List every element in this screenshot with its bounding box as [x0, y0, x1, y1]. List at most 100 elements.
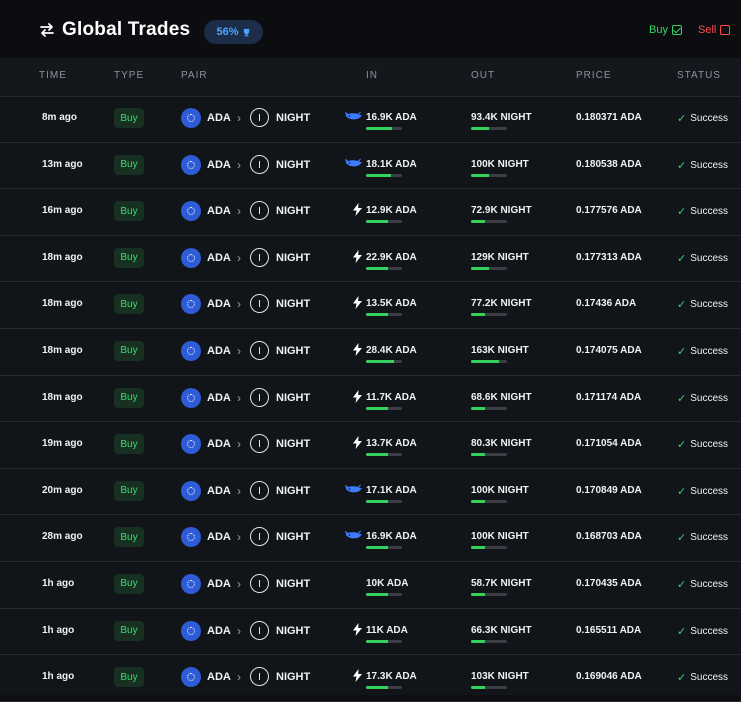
- table-row[interactable]: 18m ago Buy ADA › NIGHT 28.4K ADA 163K NIGHT 0.…: [0, 329, 741, 376]
- col-type[interactable]: TYPE: [114, 70, 145, 81]
- table-row[interactable]: 20m ago Buy ADA › NIGHT 17.1K ADA 100K NIGHT 0.…: [0, 469, 741, 516]
- in-amount: 17.3K ADA: [366, 671, 417, 683]
- col-out[interactable]: OUT: [471, 70, 496, 81]
- in-volume-bar: [366, 406, 402, 410]
- pair-quote[interactable]: NIGHT: [276, 205, 311, 218]
- pair-base[interactable]: ADA: [207, 438, 231, 451]
- chevron-right-icon: ›: [237, 111, 241, 125]
- pair-base[interactable]: ADA: [207, 624, 231, 637]
- out-volume-fill: [471, 313, 485, 317]
- title-group: Global Trades: [38, 19, 190, 41]
- in-volume-bar: [366, 313, 402, 317]
- col-time[interactable]: TIME: [39, 70, 67, 81]
- out-volume-bar: [471, 592, 507, 596]
- pair-quote[interactable]: NIGHT: [276, 624, 311, 637]
- table-row[interactable]: 18m ago Buy ADA › NIGHT 22.9K ADA 129K NIGHT 0.…: [0, 236, 741, 283]
- swap-arrows-icon: [40, 23, 54, 37]
- pair-base[interactable]: ADA: [207, 484, 231, 497]
- status: ✓ Success: [677, 392, 728, 405]
- night-coin-icon: [250, 667, 269, 687]
- col-in[interactable]: IN: [366, 70, 378, 81]
- col-pair[interactable]: PAIR: [181, 70, 208, 81]
- type-badge: Buy: [114, 340, 144, 361]
- pair-quote[interactable]: NIGHT: [276, 671, 311, 684]
- type-badge: Buy: [114, 434, 144, 455]
- bolt-icon: [353, 389, 362, 403]
- status: ✓ Success: [677, 112, 728, 125]
- night-coin-icon: [250, 573, 269, 593]
- table-row[interactable]: 18m ago Buy ADA › NIGHT 11.7K ADA 68.6K NIGHT 0…: [0, 376, 741, 423]
- pair-quote[interactable]: NIGHT: [276, 391, 311, 404]
- pair-base[interactable]: ADA: [207, 577, 231, 590]
- table-header: TIME TYPE PAIR IN OUT PRICE STATUS: [0, 58, 741, 97]
- status: ✓ Success: [677, 205, 728, 218]
- pair-quote[interactable]: NIGHT: [276, 344, 311, 357]
- trade-time: 16m ago: [42, 205, 83, 217]
- table-row[interactable]: 13m ago Buy ADA › NIGHT 18.1K ADA 100K NIGHT 0.…: [0, 143, 741, 190]
- bolt-icon: [353, 622, 362, 636]
- in-volume-bar: [366, 546, 402, 550]
- pair-quote[interactable]: NIGHT: [276, 438, 311, 451]
- in-volume-fill: [366, 127, 392, 130]
- buy-checkbox[interactable]: [671, 25, 682, 35]
- out-volume-fill: [471, 220, 485, 224]
- night-coin-icon: [250, 294, 269, 314]
- in-volume-fill: [366, 220, 389, 224]
- pair-base[interactable]: ADA: [207, 158, 231, 171]
- panel-header: Global Trades 56% Buy Sell: [0, 0, 741, 58]
- pair-base[interactable]: ADA: [207, 531, 231, 544]
- pair-base[interactable]: ADA: [207, 205, 231, 218]
- percent-badge[interactable]: 56%: [204, 20, 263, 44]
- out-volume-bar: [471, 266, 507, 270]
- whale-icon: [345, 530, 362, 539]
- in-volume-fill: [366, 313, 389, 317]
- table-row[interactable]: 8m ago Buy ADA › NIGHT 16.9K ADA 93.4K NIGHT 0.…: [0, 96, 741, 143]
- table-row[interactable]: 16m ago Buy ADA › NIGHT 12.9K ADA 72.9K NIGHT 0…: [0, 189, 741, 236]
- trade-price: 0.177576 ADA: [576, 205, 642, 217]
- in-amount: 17.1K ADA: [366, 484, 417, 496]
- in-amount: 11.7K ADA: [366, 391, 417, 403]
- out-volume-bar: [471, 686, 507, 690]
- pair-quote[interactable]: NIGHT: [276, 298, 311, 311]
- pair-base[interactable]: ADA: [207, 344, 231, 357]
- trade-price: 0.17436 ADA: [576, 298, 637, 310]
- table-row[interactable]: 28m ago Buy ADA › NIGHT 16.9K ADA 100K NIGHT 0.…: [0, 515, 741, 562]
- table-row[interactable]: 1h ago Buy ADA › NIGHT 11K ADA 66.3K NIGHT 0.16…: [0, 609, 741, 656]
- table-row[interactable]: 19m ago Buy ADA › NIGHT 13.7K ADA 80.3K NIGHT 0…: [0, 422, 741, 469]
- col-price[interactable]: PRICE: [576, 70, 612, 81]
- pair-base[interactable]: ADA: [207, 671, 231, 684]
- pair-base[interactable]: ADA: [207, 251, 231, 264]
- sell-checkbox[interactable]: [720, 25, 731, 35]
- ada-coin-icon: [181, 294, 201, 315]
- out-volume-bar: [471, 453, 507, 457]
- pair-quote[interactable]: NIGHT: [276, 577, 311, 590]
- col-status[interactable]: STATUS: [677, 70, 721, 81]
- night-coin-icon: [250, 480, 269, 500]
- trade-price: 0.169046 ADA: [576, 671, 642, 683]
- pair-base[interactable]: ADA: [207, 112, 231, 124]
- pair-quote[interactable]: NIGHT: [276, 531, 311, 544]
- ada-coin-icon: [181, 667, 201, 688]
- pair-quote[interactable]: NIGHT: [276, 251, 311, 264]
- table-row[interactable]: 18m ago Buy ADA › NIGHT 13.5K ADA 77.2K NIGHT 0…: [0, 282, 741, 329]
- out-amount: 129K NIGHT: [471, 251, 529, 263]
- status: ✓ Success: [677, 159, 728, 172]
- ada-coin-icon: [181, 154, 201, 175]
- pair-quote[interactable]: NIGHT: [276, 112, 311, 124]
- out-volume-fill: [471, 499, 485, 503]
- ada-coin-icon: [181, 201, 201, 222]
- sell-filter[interactable]: Sell: [698, 24, 731, 36]
- pair-quote[interactable]: NIGHT: [276, 484, 311, 497]
- pair-base[interactable]: ADA: [207, 391, 231, 404]
- pair-quote[interactable]: NIGHT: [276, 158, 311, 171]
- table-row[interactable]: 1h ago Buy ADA › NIGHT 10K ADA 58.7K NIGHT 0.17…: [0, 562, 741, 609]
- status-text: Success: [690, 578, 729, 590]
- out-volume-fill: [471, 546, 485, 550]
- status-text: Success: [690, 299, 729, 311]
- ada-coin-icon: [181, 387, 201, 408]
- out-amount: 103K NIGHT: [471, 671, 529, 683]
- check-icon: ✓: [677, 439, 687, 452]
- buy-filter[interactable]: Buy: [649, 24, 682, 36]
- in-amount: 10K ADA: [366, 577, 409, 589]
- pair-base[interactable]: ADA: [207, 298, 231, 311]
